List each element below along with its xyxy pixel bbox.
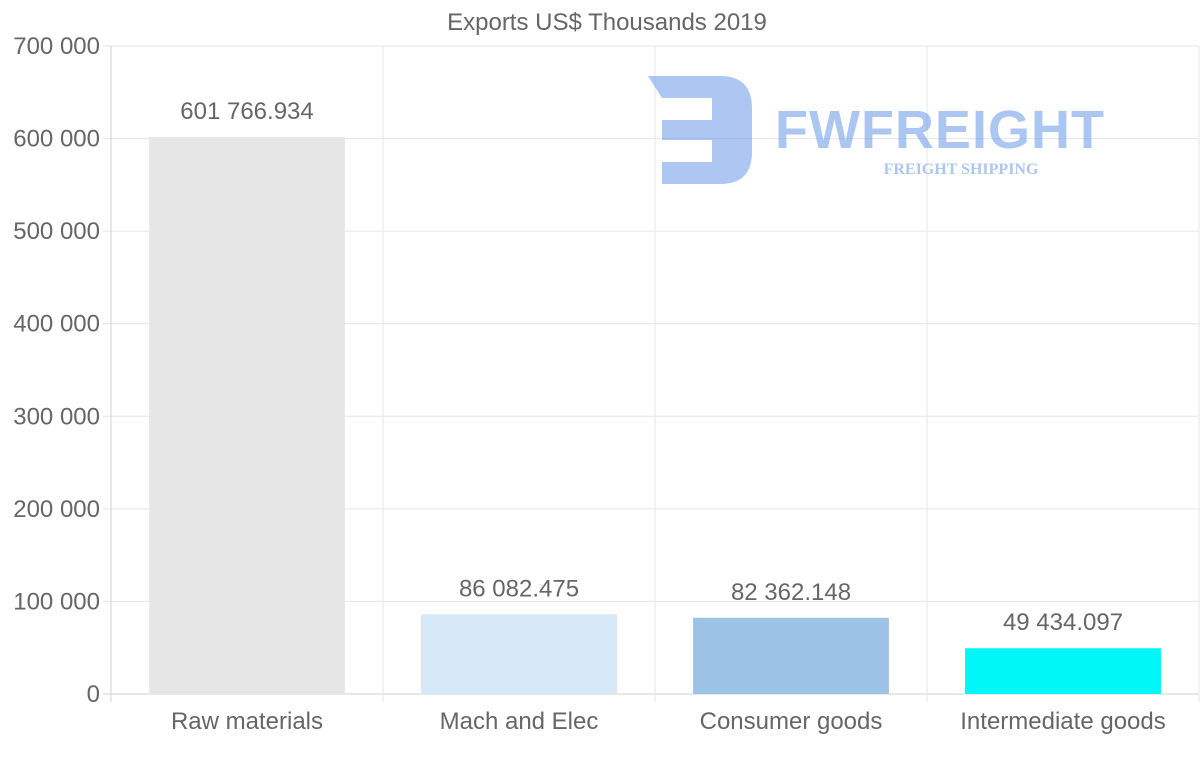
y-tick-label: 100 000: [13, 588, 100, 615]
data-label-layer: 601 766.934 86 082.475 82 362.148 49 434.09…: [180, 98, 1123, 636]
chart-title: Exports US$ Thousands 2019: [447, 9, 767, 36]
data-label: 86 082.475: [459, 575, 579, 602]
watermark-name: FWFREIGHT: [775, 100, 1105, 160]
bar: [149, 136, 345, 695]
y-tick-label: 300 000: [13, 403, 100, 430]
bar-layer: [149, 136, 1161, 695]
bar: [965, 648, 1161, 694]
data-label: 82 362.148: [731, 579, 851, 606]
bar: [693, 617, 889, 694]
bar: [421, 614, 617, 694]
y-axis: 0 100 000 200 000 300 000 400 000 500 000 600 …: [13, 33, 100, 708]
y-tick-label: 700 000: [13, 33, 100, 60]
x-tick-label: Intermediate goods: [960, 708, 1165, 735]
x-tick-label: Raw materials: [171, 708, 323, 735]
y-tick-label: 600 000: [13, 126, 100, 153]
x-tick-label: Mach and Elec: [440, 708, 599, 735]
data-label: 49 434.097: [1003, 609, 1123, 636]
data-label: 601 766.934: [180, 98, 313, 125]
y-tick-label: 500 000: [13, 218, 100, 245]
fwfreight-watermark: FWFREIGHT FREIGHT SHIPPING: [648, 76, 1105, 184]
y-tick-label: 400 000: [13, 311, 100, 338]
x-tick-label: Consumer goods: [700, 708, 883, 735]
x-axis: Raw materials Mach and Elec Consumer goods…: [171, 708, 1166, 735]
y-tick-label: 200 000: [13, 496, 100, 523]
fwfreight-logo-icon: [648, 76, 752, 184]
watermark-tagline: FREIGHT SHIPPING: [884, 161, 1039, 178]
y-tick-label: 0: [87, 681, 100, 708]
